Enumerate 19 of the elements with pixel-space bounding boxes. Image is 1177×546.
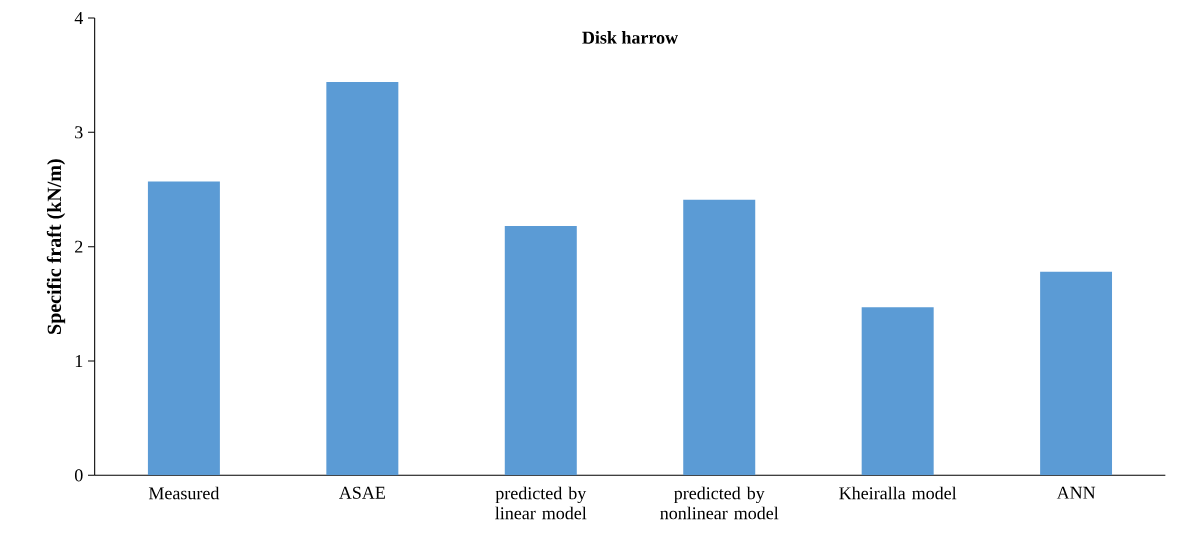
x-tick-label: ANN (1056, 486, 1096, 499)
y-tick-label: 4 (74, 12, 84, 24)
bar (147, 181, 220, 476)
bar (504, 226, 577, 476)
y-tick-label: 1 (75, 355, 83, 367)
bar (683, 199, 756, 476)
y-tick-label: 0 (74, 469, 83, 482)
y-tick-label: 3 (75, 126, 83, 139)
x-tick-label: ASAE (339, 486, 385, 499)
y-tick-label: 2 (75, 240, 83, 253)
y-axis-title: Specific fraft (kN/m) (46, 159, 66, 334)
bar (326, 82, 399, 476)
text: Disk harrow (582, 31, 678, 44)
bar (1040, 271, 1113, 476)
x-tick-label: predicted by nonlinear model (660, 486, 779, 520)
x-tick-label: predicted by linear model (495, 486, 587, 520)
bar (861, 307, 934, 476)
x-tick-label: Measured (148, 486, 220, 500)
x-tick-label: Kheiralla model (839, 486, 957, 500)
